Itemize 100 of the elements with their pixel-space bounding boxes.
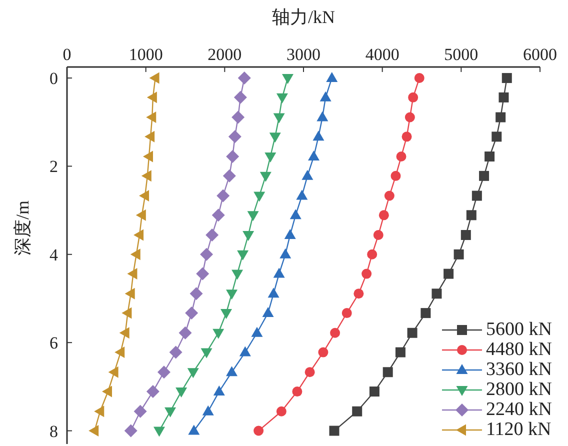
point [254,192,266,202]
point [202,405,214,416]
point [302,170,314,180]
point [251,326,263,337]
point [280,248,292,258]
legend-label: 2800 kN [486,379,552,400]
point [284,228,296,239]
point [139,190,150,202]
point [254,426,264,436]
point [237,250,249,260]
x-tick-label: 6000 [523,45,557,64]
point [496,112,506,122]
point [212,208,225,222]
point [178,326,192,340]
point [212,328,224,339]
point [187,368,199,378]
point [382,367,393,378]
x-tick-label: 1000 [128,45,163,64]
point [200,348,212,358]
point [216,189,230,202]
point [369,386,380,397]
point [127,268,138,280]
point [352,406,362,416]
point [273,268,285,278]
x-tick-label: 3000 [286,45,320,64]
point [190,287,203,300]
point [239,346,251,356]
point [414,73,424,84]
point [108,366,118,378]
point [420,308,431,318]
point [492,132,502,142]
point [144,130,155,142]
point [157,366,170,379]
point [498,92,509,102]
point [502,73,512,84]
point [432,288,442,299]
point [330,328,340,338]
point [242,230,254,241]
legend-label: 2240 kN [486,399,552,420]
point [185,306,198,320]
point [119,327,130,339]
point [268,288,280,298]
point [354,288,364,299]
point [124,424,138,438]
point [308,150,320,161]
point [260,172,272,182]
point [378,210,389,220]
point [466,210,476,220]
point [320,91,332,102]
point [196,267,210,280]
point [94,406,104,418]
point [134,404,147,418]
point [130,248,140,260]
point [404,112,415,122]
point [276,93,288,104]
y-tick-label: 8 [50,422,58,441]
point [146,112,156,124]
point [312,130,324,141]
point [362,268,372,279]
point [407,328,418,338]
point [296,190,308,200]
point [220,309,232,320]
point [264,152,276,163]
point [169,346,182,359]
point [226,366,238,376]
point [396,152,406,162]
point [188,424,200,435]
point [146,92,157,104]
point [342,308,352,318]
y-tick-label: 4 [50,245,58,264]
y-axis-title: 深度/m [12,200,32,256]
y-tick-label: 6 [50,334,58,353]
point [326,72,338,82]
point [282,74,294,84]
point [367,249,378,260]
point [176,388,188,398]
point [122,307,132,319]
point [402,132,412,142]
point [329,426,340,436]
legend-label: 4480 kN [486,339,552,360]
point [408,92,418,102]
point [226,290,238,300]
point [232,270,244,280]
x-tick-label: 4000 [365,45,400,64]
point [290,209,302,220]
point [153,426,165,437]
point [222,169,236,182]
point [384,190,394,201]
point [102,386,112,398]
point [149,72,160,84]
point [472,190,482,201]
point [200,248,214,261]
point [141,170,152,182]
legend-label: 1120 kN [486,419,552,440]
point [136,209,146,221]
point [146,385,160,398]
point [292,386,302,397]
point [114,346,125,358]
point [234,90,247,104]
x-tick-label: 0 [62,45,72,64]
